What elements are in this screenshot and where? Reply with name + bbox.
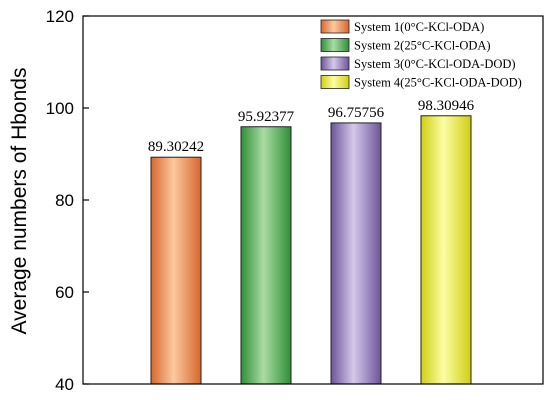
- legend-label-system-2: System 2(25°C-KCl-ODA): [354, 39, 491, 53]
- bar-system-4: [420, 115, 472, 385]
- legend-label-system-1: System 1(0°C-KCl-ODA): [354, 20, 484, 34]
- data-labels-layer: 89.30242 95.92377 96.75756 98.30946: [148, 98, 475, 155]
- y-axis-label: Average numbers of Hbonds: [8, 68, 31, 335]
- legend-swatch-system-3: [320, 56, 350, 71]
- bar-system-1: [150, 156, 202, 385]
- bars-layer: [150, 115, 472, 385]
- bar-system-3: [330, 122, 382, 385]
- y-axis-ticks: 40 60 80 100 120: [46, 7, 89, 394]
- y-tick-label-1: 60: [55, 283, 74, 302]
- legend: System 1(0°C-KCl-ODA) System 2(25°C-KCl-O…: [320, 19, 522, 90]
- y-tick-label-3: 100: [46, 99, 74, 118]
- legend-swatch-system-2: [320, 38, 350, 52]
- legend-label-system-4: System 4(25°C-KCl-ODA-DOD): [354, 76, 522, 90]
- bar-system-2: [240, 126, 292, 385]
- legend-swatch-system-1: [320, 19, 350, 34]
- data-label-system-2: 95.92377: [238, 109, 295, 125]
- legend-swatch-system-4: [320, 75, 350, 89]
- y-tick-label-4: 120: [46, 7, 74, 26]
- data-label-system-3: 96.75756: [328, 105, 385, 121]
- data-label-system-4: 98.30946: [418, 98, 475, 114]
- y-tick-label-2: 80: [55, 191, 74, 210]
- legend-label-system-3: System 3(0°C-KCl-ODA-DOD): [354, 57, 516, 71]
- y-tick-label-0: 40: [55, 375, 74, 394]
- data-label-system-1: 89.30242: [148, 139, 204, 155]
